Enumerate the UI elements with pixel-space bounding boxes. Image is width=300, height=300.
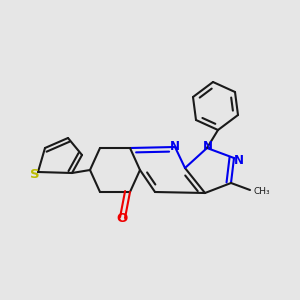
Text: S: S: [30, 167, 40, 181]
Text: N: N: [234, 154, 244, 166]
Text: N: N: [170, 140, 180, 152]
Text: CH₃: CH₃: [253, 188, 270, 196]
Text: O: O: [116, 212, 128, 226]
Text: N: N: [203, 140, 213, 154]
